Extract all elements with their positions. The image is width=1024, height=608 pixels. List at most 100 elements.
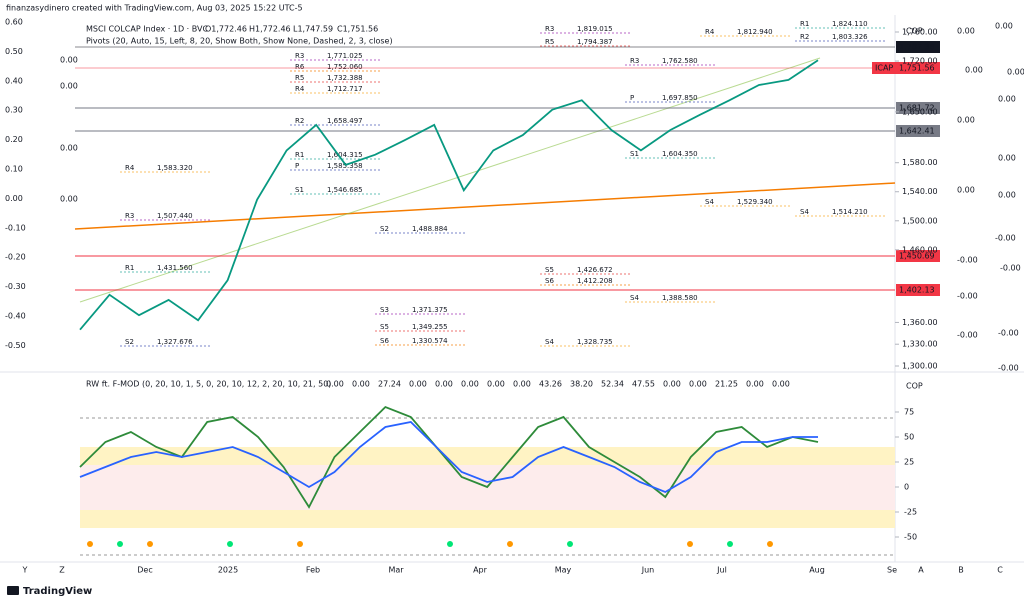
left-scale-label: -0.20 bbox=[5, 253, 26, 262]
caption: finanzasydinero created with TradingView… bbox=[6, 4, 303, 13]
symbol: MSCI COLCAP Index · 1D · BVC bbox=[86, 25, 208, 34]
left-scale-label: -0.40 bbox=[5, 312, 26, 321]
indicator-value: 0.00 bbox=[326, 380, 344, 389]
pivot-value: 1,546.685 bbox=[327, 186, 363, 194]
x-tick-label: Aug bbox=[809, 566, 825, 575]
ohlc-value: H1,772.46 bbox=[249, 25, 291, 34]
scale-label: -0.00 bbox=[957, 292, 978, 301]
indicator-value: 0.00 bbox=[461, 380, 479, 389]
pivot-value: 1,371.375 bbox=[412, 306, 448, 314]
indicator-value: 43.26 bbox=[539, 380, 562, 389]
pivot-name: S5 bbox=[545, 266, 554, 274]
corner-button: C bbox=[997, 566, 1003, 575]
price-tag-label: 1,402.13 bbox=[899, 286, 935, 295]
price-tag-label: 1,787.38 bbox=[899, 43, 935, 52]
y-tick-label: 1,330.00 bbox=[902, 340, 938, 349]
pivot-value: 1,327.676 bbox=[157, 338, 193, 346]
price-tag-label: 1,751.56 bbox=[899, 64, 935, 73]
y-tick-label: 75 bbox=[904, 408, 914, 417]
indicator-value: 0.00 bbox=[772, 380, 790, 389]
x-tick-label: Jun bbox=[641, 566, 655, 575]
pivot-name: S6 bbox=[380, 337, 389, 345]
signal-dot bbox=[297, 541, 303, 547]
pivot-value: 1,762.580 bbox=[662, 57, 698, 65]
pivot-name: S1 bbox=[295, 186, 304, 194]
pivot-name: R3 bbox=[295, 52, 304, 60]
pivot-name: R1 bbox=[800, 20, 809, 28]
y-tick-label: 1,500.00 bbox=[902, 216, 938, 225]
x-tick-label: May bbox=[555, 566, 572, 575]
pivot-name: S4 bbox=[800, 208, 809, 216]
pivot-name: R5 bbox=[295, 74, 304, 82]
y-tick-label: 1,540.00 bbox=[902, 187, 938, 196]
series-line bbox=[79, 421, 818, 493]
scale-label: -0.00 bbox=[1000, 264, 1021, 273]
corner-button: Y bbox=[22, 566, 28, 575]
scale-label: -0.00 bbox=[998, 329, 1019, 338]
y-tick-label: 25 bbox=[904, 458, 914, 467]
x-tick-label: Dec bbox=[137, 566, 152, 575]
signal-dot bbox=[227, 541, 233, 547]
pivot-value: 1,431.560 bbox=[157, 264, 193, 272]
pivot-name: S6 bbox=[545, 277, 554, 285]
y-tick-label: -25 bbox=[904, 508, 917, 517]
indicator-value: 0.00 bbox=[746, 380, 764, 389]
pivot-name: R4 bbox=[125, 164, 135, 172]
scale-label: 0.00 bbox=[60, 195, 78, 204]
scale-label: 0.00 bbox=[1007, 68, 1024, 77]
scale-label: 0.00 bbox=[957, 186, 975, 195]
price-tag bbox=[896, 250, 940, 262]
pivot-value: 1,604.315 bbox=[327, 151, 363, 159]
x-tick-label: Jul bbox=[716, 566, 727, 575]
pivot-name: R4 bbox=[295, 85, 305, 93]
y-tick-label: 1,580.00 bbox=[902, 158, 938, 167]
indicator-value: 0.00 bbox=[435, 380, 453, 389]
pivot-value: 1,819.015 bbox=[577, 25, 613, 33]
pivot-value: 1,507.440 bbox=[157, 212, 193, 220]
pivot-value: 1,658.497 bbox=[327, 117, 363, 125]
signal-dot bbox=[687, 541, 693, 547]
pivot-value: 1,514.210 bbox=[832, 208, 868, 216]
pivot-name: S4 bbox=[705, 198, 714, 206]
signal-dot bbox=[117, 541, 123, 547]
signal-dot bbox=[87, 541, 93, 547]
price-tag bbox=[896, 102, 940, 114]
scale-label: 0.00 bbox=[995, 22, 1013, 31]
left-scale-label: -0.30 bbox=[5, 282, 26, 291]
y-tick-label: 1,650.00 bbox=[902, 107, 938, 116]
pivot-name: S3 bbox=[380, 306, 389, 314]
indicator-band bbox=[80, 447, 895, 465]
signal-dot bbox=[147, 541, 153, 547]
series-line bbox=[79, 59, 819, 331]
pivot-name: R1 bbox=[125, 264, 134, 272]
pivot-value: 1,771.025 bbox=[327, 52, 363, 60]
pivot-value: 1,712.717 bbox=[327, 85, 363, 93]
y-tick-label: 1,360.00 bbox=[902, 318, 938, 327]
tag-name-box bbox=[872, 62, 896, 74]
left-scale-label: -0.10 bbox=[5, 223, 26, 232]
x-tick-label: Feb bbox=[306, 566, 320, 575]
trend-line bbox=[79, 57, 821, 303]
signal-dot bbox=[447, 541, 453, 547]
signal-dot bbox=[767, 541, 773, 547]
indicator-band bbox=[80, 510, 895, 528]
pivot-value: 1,412.208 bbox=[577, 277, 613, 285]
x-tick-label: Se bbox=[887, 566, 897, 575]
corner-button: A bbox=[918, 566, 924, 575]
indicator-value: 0.00 bbox=[487, 380, 505, 389]
indicator-value: 52.34 bbox=[601, 380, 624, 389]
scale-label: 0.00 bbox=[957, 116, 975, 125]
pivot-value: 1,426.672 bbox=[577, 266, 613, 274]
pivot-value: 1,529.340 bbox=[737, 198, 773, 206]
pivot-value: 1,349.255 bbox=[412, 323, 448, 331]
currency: COP bbox=[906, 27, 923, 36]
y-tick-label: 1,760.00 bbox=[902, 28, 938, 37]
y-tick-label: 1,460.00 bbox=[902, 245, 938, 254]
left-scale-label: 0.10 bbox=[5, 165, 23, 174]
pivot-name: P bbox=[630, 94, 634, 102]
scale-label: 0.00 bbox=[60, 82, 78, 91]
indicator-value: 47.55 bbox=[632, 380, 655, 389]
left-scale-label: 0.30 bbox=[5, 106, 23, 115]
pivot-name: S4 bbox=[545, 338, 554, 346]
